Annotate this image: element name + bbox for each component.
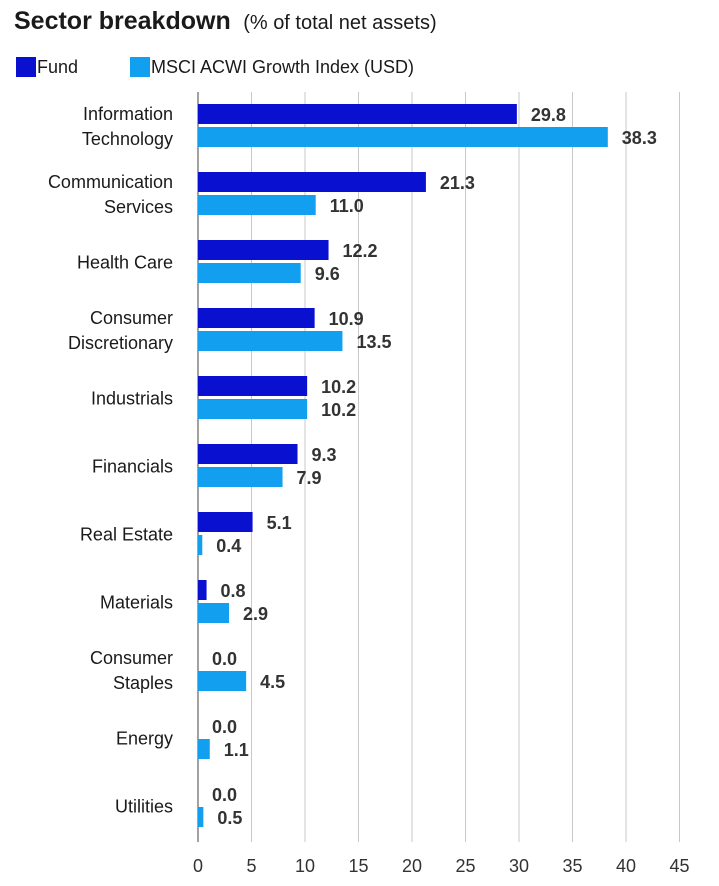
legend-item-fund: Fund (16, 56, 78, 78)
value-label-index: 0.5 (217, 808, 242, 828)
x-tick-label: 5 (246, 856, 256, 876)
value-label-fund: 12.2 (343, 241, 378, 261)
chart-subtitle: (% of total net assets) (243, 12, 437, 34)
value-label-index: 10.2 (321, 400, 356, 420)
value-label-fund: 0.0 (212, 717, 237, 737)
value-label-fund: 29.8 (531, 105, 566, 125)
legend-swatch-index (130, 57, 150, 77)
category-label: Technology (82, 129, 173, 149)
x-tick-label: 10 (295, 856, 315, 876)
value-label-index: 0.4 (216, 536, 241, 556)
bar-fund (198, 580, 207, 600)
category-label: Health Care (77, 253, 173, 273)
bar-index (198, 399, 308, 419)
category-label: Staples (113, 673, 173, 693)
value-labels: 29.8 38.3 21.3 11.0 12.29.6 10.9 13.5 10.2 10.2 9… (212, 105, 657, 828)
category-label: Consumer (90, 308, 173, 328)
category-label: Industrials (91, 389, 173, 409)
x-tick-label: 0 (193, 856, 203, 876)
value-label-fund: 0.0 (212, 649, 237, 669)
x-tick-label: 45 (669, 856, 689, 876)
x-tick-label: 25 (455, 856, 475, 876)
legend-label-index: MSCI ACWI Growth Index (USD) (151, 57, 415, 77)
chart-title: Sector breakdown (14, 7, 231, 35)
x-tick-label: 35 (562, 856, 582, 876)
value-label-index: 38.3 (622, 128, 657, 148)
value-label-index: 9.6 (315, 264, 340, 284)
gridlines (197, 92, 680, 842)
bar-index (198, 671, 247, 691)
value-label-fund: 9.3 (312, 445, 337, 465)
category-label: Real Estate (80, 525, 173, 545)
value-label-index: 13.5 (356, 332, 391, 352)
x-tick-labels: 0 5 10 15 20 25 30 35 40 45 (193, 856, 690, 876)
x-tick-label: 30 (509, 856, 529, 876)
bar-index (198, 263, 301, 283)
value-label-index: 11.0 (330, 196, 364, 216)
bar-fund (198, 444, 298, 464)
category-label: Discretionary (68, 333, 173, 353)
bar-index (198, 739, 210, 759)
value-label-index: 1.1 (224, 740, 249, 760)
category-label: Communication (48, 172, 173, 192)
category-label: Financials (92, 457, 173, 477)
x-tick-label: 40 (616, 856, 636, 876)
bar-index (198, 127, 608, 147)
bar-index (198, 535, 203, 555)
category-label: Information (83, 104, 173, 124)
value-label-fund: 10.2 (321, 377, 356, 397)
legend-swatch-fund (16, 57, 36, 77)
value-label-index: 2.9 (243, 604, 268, 624)
bar-index (198, 603, 230, 623)
bar-index (198, 807, 204, 827)
value-label-fund: 0.0 (212, 785, 237, 805)
bar-fund (198, 308, 315, 328)
bar-fund (198, 240, 329, 260)
bar-index (198, 331, 343, 351)
value-label-fund: 0.8 (221, 581, 246, 601)
category-label: Services (104, 197, 173, 217)
category-label: Consumer (90, 648, 173, 668)
bars (198, 104, 608, 827)
bar-index (198, 467, 283, 487)
category-labels: Information Technology Communication Servic… (48, 104, 173, 817)
bar-fund (198, 512, 253, 532)
bar-fund (198, 172, 426, 192)
category-label: Energy (116, 729, 173, 749)
bar-index (198, 195, 316, 215)
bar-fund (198, 376, 308, 396)
legend-label-fund: Fund (37, 57, 79, 77)
category-label: Utilities (115, 797, 173, 817)
x-tick-label: 20 (402, 856, 422, 876)
chart-title-block: Sector breakdown (% of total net assets) (14, 7, 437, 36)
value-label-fund: 5.1 (267, 513, 292, 533)
value-label-index: 4.5 (260, 672, 285, 692)
bar-fund (198, 104, 517, 124)
category-label: Materials (100, 593, 173, 613)
legend-item-index: MSCI ACWI Growth Index (USD) (130, 56, 414, 78)
value-label-fund: 21.3 (440, 173, 475, 193)
value-label-index: 7.9 (297, 468, 322, 488)
x-tick-label: 15 (348, 856, 368, 876)
value-label-fund: 10.9 (329, 309, 364, 329)
